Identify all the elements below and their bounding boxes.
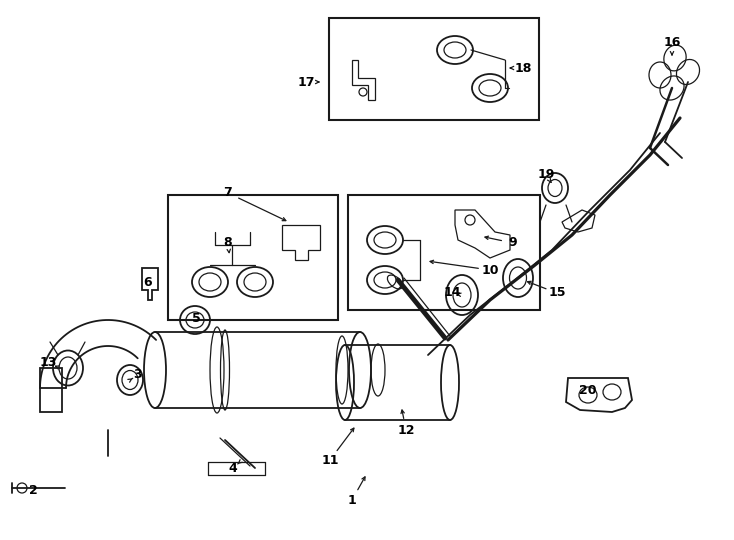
Text: 16: 16 [664,36,680,49]
Text: 17: 17 [297,76,315,89]
Text: 2: 2 [29,483,37,496]
Text: 11: 11 [321,454,339,467]
Text: 1: 1 [348,494,357,507]
Text: 19: 19 [537,168,555,181]
Text: 20: 20 [579,383,597,396]
Text: 14: 14 [443,287,461,300]
Bar [168,195,338,320]
Text: 5: 5 [192,312,200,325]
Text: 6: 6 [144,276,153,289]
Text: 10: 10 [482,264,498,276]
Text: 8: 8 [224,237,233,249]
Text: 13: 13 [40,356,57,369]
Bar [40,368,62,412]
Bar [329,18,539,120]
Text: 9: 9 [509,237,517,249]
Text: 7: 7 [224,186,233,199]
Text: 3: 3 [134,368,142,381]
Text: 4: 4 [228,462,237,475]
Text: 18: 18 [515,62,531,75]
Text: 15: 15 [548,287,566,300]
Bar [348,195,540,310]
Text: 12: 12 [397,423,415,436]
